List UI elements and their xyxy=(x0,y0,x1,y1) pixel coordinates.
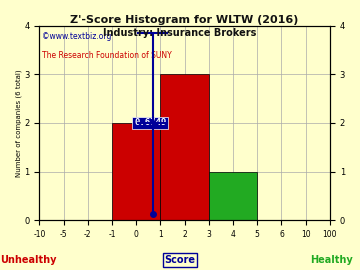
Text: ©www.textbiz.org: ©www.textbiz.org xyxy=(42,32,112,40)
Text: 0.6749: 0.6749 xyxy=(134,119,166,127)
Title: Z'-Score Histogram for WLTW (2016): Z'-Score Histogram for WLTW (2016) xyxy=(71,15,299,25)
Text: The Research Foundation of SUNY: The Research Foundation of SUNY xyxy=(42,51,172,60)
Text: Unhealthy: Unhealthy xyxy=(1,255,57,265)
Bar xyxy=(112,123,161,220)
Text: Score: Score xyxy=(165,255,195,265)
Text: Healthy: Healthy xyxy=(310,255,352,265)
Y-axis label: Number of companies (6 total): Number of companies (6 total) xyxy=(15,69,22,177)
Bar xyxy=(209,171,257,220)
Text: Industry: Insurance Brokers: Industry: Insurance Brokers xyxy=(103,28,257,38)
Bar xyxy=(161,74,209,220)
